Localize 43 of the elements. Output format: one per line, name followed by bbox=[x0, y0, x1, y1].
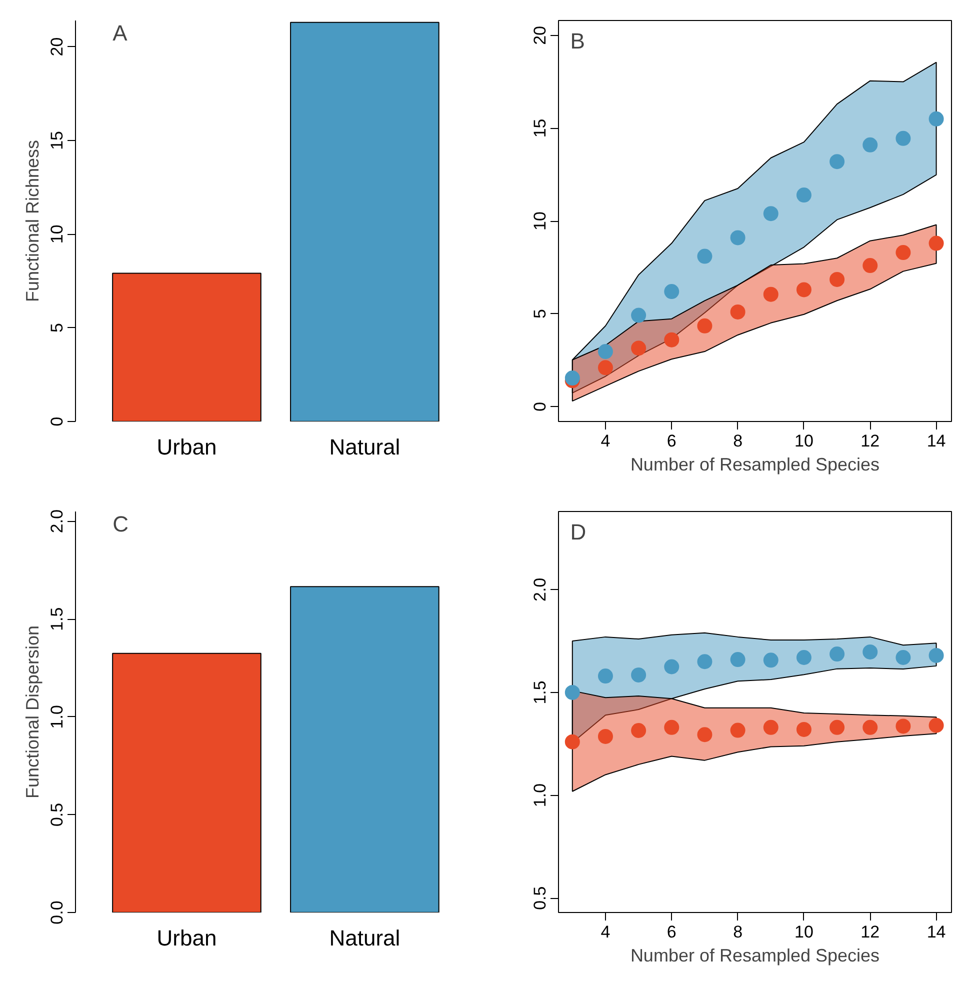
y-tick-label: 0.0 bbox=[48, 900, 66, 924]
x-tick-label: 8 bbox=[733, 922, 743, 942]
y-tick-label: 1.5 bbox=[48, 607, 66, 631]
x-tick-label: 6 bbox=[666, 922, 676, 942]
chart-title: D bbox=[570, 520, 586, 545]
x-axis-title: Number of Resampled Species bbox=[630, 946, 880, 966]
chart-title: B bbox=[570, 28, 585, 54]
chart-title: C bbox=[112, 512, 129, 536]
y-tick-label: 5 bbox=[48, 323, 66, 333]
y-tick-label: 20 bbox=[530, 26, 550, 45]
x-tick-label: 14 bbox=[926, 432, 946, 450]
y-tick-label: 1.0 bbox=[530, 783, 550, 808]
x-tick-label: Natural bbox=[329, 434, 400, 460]
y-axis-title: Functional Dispersion bbox=[22, 625, 42, 799]
x-tick-label: 10 bbox=[794, 922, 814, 942]
x-tick-label: 4 bbox=[600, 432, 610, 450]
x-tick-label: 12 bbox=[860, 432, 880, 450]
x-tick-label: 10 bbox=[794, 432, 814, 450]
y-tick-label: 0.5 bbox=[48, 802, 66, 827]
y-tick-label: 0 bbox=[48, 416, 66, 426]
y-tick-label: 1.0 bbox=[48, 705, 66, 729]
y-tick-label: 0 bbox=[530, 402, 550, 412]
y-tick-label: 10 bbox=[530, 212, 550, 230]
y-tick-label: 15 bbox=[530, 118, 550, 138]
y-tick-label: 20 bbox=[48, 37, 66, 56]
y-axis-title: Functional Richness bbox=[22, 140, 42, 302]
y-tick-label: 5 bbox=[530, 309, 550, 319]
y-tick-label: 1.5 bbox=[530, 680, 550, 704]
y-tick-label: 2.0 bbox=[530, 578, 550, 602]
y-tick-label: 15 bbox=[48, 130, 66, 150]
x-tick-label: 4 bbox=[600, 922, 610, 942]
y-tick-label: 0.5 bbox=[530, 886, 550, 910]
chart-title: A bbox=[112, 20, 128, 46]
x-tick-label: Natural bbox=[329, 926, 400, 950]
y-tick-label: 10 bbox=[48, 224, 66, 244]
x-tick-label: Urban bbox=[156, 434, 217, 460]
x-tick-label: 14 bbox=[926, 922, 946, 942]
x-tick-label: 12 bbox=[860, 922, 880, 942]
x-tick-label: Urban bbox=[156, 926, 217, 950]
x-tick-label: 6 bbox=[666, 432, 676, 450]
x-tick-label: 8 bbox=[733, 432, 743, 450]
x-axis-title: Number of Resampled Species bbox=[630, 454, 880, 474]
y-tick-label: 2.0 bbox=[48, 509, 66, 534]
